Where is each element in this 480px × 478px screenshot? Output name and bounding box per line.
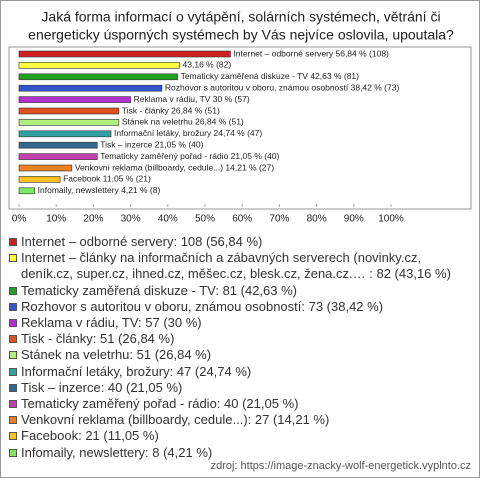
legend-label: Tisk – inzerce: 40 (21,05 %) bbox=[21, 379, 183, 395]
legend-label: Tematicky zaměřená diskuze - TV: 81 (42,… bbox=[21, 282, 298, 298]
legend-item: Stánek na veletrhu: 51 (26,84 %) bbox=[9, 347, 471, 363]
legend-label: Tematicky zaměřený pořad - rádio: 40 (21… bbox=[21, 396, 299, 412]
legend-swatch bbox=[9, 319, 17, 328]
legend-swatch bbox=[9, 335, 17, 344]
source: zdroj: https://image-znacky-wolf-energet… bbox=[210, 460, 471, 472]
bar bbox=[18, 164, 73, 172]
data-label: Tisk - články 26,84 % (51) bbox=[122, 105, 220, 115]
legend-item: Tisk - články: 51 (26,84 %) bbox=[9, 331, 471, 347]
legend-item: Tisk – inzerce: 40 (21,05 %) bbox=[9, 380, 471, 396]
x-tick-label: 30% bbox=[121, 214, 141, 225]
legend-swatch bbox=[9, 351, 17, 360]
legend: Internet – odborné servery: 108 (56,84 %… bbox=[9, 234, 471, 461]
legend-swatch bbox=[9, 254, 17, 263]
legend-item: Internet – odborné servery: 108 (56,84 %… bbox=[9, 234, 471, 250]
legend-label: Internet – články na informačních a zába… bbox=[21, 250, 451, 282]
x-tick-label: 70% bbox=[269, 214, 289, 225]
data-label: Tematicky zaměřený pořad - rádio 21,05 %… bbox=[100, 151, 279, 161]
legend-label: Reklama v rádiu, TV: 57 (30 %) bbox=[21, 315, 202, 331]
plot: Jaká forma informací o vytápění, solární… bbox=[8, 9, 472, 225]
bar bbox=[18, 73, 178, 81]
bar bbox=[18, 50, 231, 58]
data-label: Venkovní reklama (billboardy, cedule...)… bbox=[75, 162, 274, 172]
legend-item: Rozhovor s autoritou v oboru, známou oso… bbox=[9, 299, 471, 315]
bar bbox=[18, 141, 98, 149]
legend-label: Informační letáky, brožury: 47 (24,74 %) bbox=[21, 363, 252, 379]
legend-swatch bbox=[9, 302, 17, 311]
data-label: Rozhovor s autoritou v oboru, známou oso… bbox=[165, 82, 400, 92]
data-label: Informační letáky, brožury 24,74 % (47) bbox=[114, 128, 262, 138]
x-tick-label: 50% bbox=[195, 214, 215, 225]
x-tick-label: 60% bbox=[232, 214, 252, 225]
data-label: Facebook 11,05 % (21) bbox=[63, 174, 151, 184]
data-label: Stánek na veletrhu 26,84 % (51) bbox=[122, 117, 244, 127]
legend-item: Infomaily, newslettery: 8 (4,21 %) bbox=[9, 445, 471, 461]
legend-swatch bbox=[9, 383, 17, 392]
data-label: Tematicky zaměřená diskuze - TV 42,63 % … bbox=[181, 71, 360, 81]
legend-swatch bbox=[9, 400, 17, 409]
legend-item: Informační letáky, brožury: 47 (24,74 %) bbox=[9, 364, 471, 380]
bar bbox=[18, 96, 131, 103]
x-tick-label: 90% bbox=[344, 214, 364, 225]
data-label: Tisk – inzerce 21,05 % (40) bbox=[100, 139, 203, 149]
data-label: Infomaily, newslettery 4,21 % (8) bbox=[38, 185, 161, 195]
bar bbox=[18, 62, 180, 69]
legend-label: Venkovní reklama (billboardy, cedule...)… bbox=[21, 412, 330, 428]
legend-item: Reklama v rádiu, TV: 57 (30 %) bbox=[9, 315, 471, 331]
legend-swatch bbox=[9, 238, 17, 246]
legend-swatch bbox=[9, 432, 17, 441]
bar bbox=[18, 176, 61, 183]
plot-frame bbox=[8, 46, 472, 210]
data-label: Internet – odborné servery 56,84 % (108) bbox=[233, 48, 389, 58]
x-tick-label: 100% bbox=[378, 214, 404, 225]
legend-label: Stánek na veletrhu: 51 (26,84 %) bbox=[21, 347, 212, 363]
x-tick-label: 20% bbox=[83, 214, 103, 225]
data-label: 43,16 % (82) bbox=[183, 60, 232, 70]
legend-label: Infomaily, newslettery: 8 (4,21 %) bbox=[21, 444, 213, 460]
legend-item: Tematicky zaměřený pořad - rádio: 40 (21… bbox=[9, 396, 471, 412]
legend-item: Internet – články na informačních a zába… bbox=[9, 250, 471, 282]
bar bbox=[18, 153, 98, 160]
x-tick-label: 10% bbox=[46, 214, 66, 225]
bar bbox=[18, 130, 112, 138]
legend-item: Venkovní reklama (billboardy, cedule...)… bbox=[9, 412, 471, 428]
legend-label: Facebook: 21 (11,05 %) bbox=[21, 428, 159, 444]
legend-item: Tematicky zaměřená diskuze - TV: 81 (42,… bbox=[9, 283, 471, 299]
bar bbox=[18, 187, 35, 195]
legend-swatch bbox=[9, 367, 17, 376]
legend-swatch bbox=[9, 416, 17, 425]
chart-title: Jaká forma informací o vytápění, solární… bbox=[41, 9, 440, 25]
data-label: Reklama v rádiu, TV 30 % (57) bbox=[134, 94, 250, 104]
bar bbox=[18, 119, 120, 126]
legend-swatch bbox=[9, 448, 17, 457]
legend-label: Tisk - články: 51 (26,84 %) bbox=[21, 331, 175, 347]
bar bbox=[18, 107, 120, 115]
x-tick-label: 0% bbox=[12, 214, 27, 225]
bar bbox=[18, 84, 163, 92]
chart-title: energeticky úsporných systémech by Vás n… bbox=[28, 27, 454, 43]
legend-label: Rozhovor s autoritou v oboru, známou oso… bbox=[21, 298, 384, 314]
legend-swatch bbox=[9, 286, 17, 295]
x-tick-label: 80% bbox=[307, 214, 327, 225]
legend-label: Internet – odborné servery: 108 (56,84 %… bbox=[21, 234, 263, 249]
legend-item: Facebook: 21 (11,05 %) bbox=[9, 428, 471, 444]
x-tick-label: 40% bbox=[158, 214, 178, 225]
